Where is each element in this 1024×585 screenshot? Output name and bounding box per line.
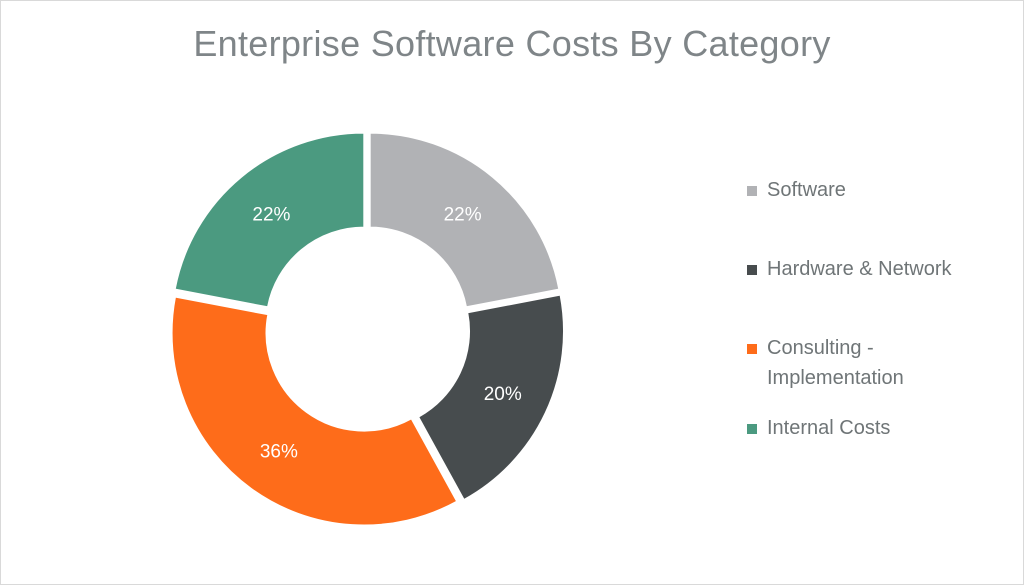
slice-internal-costs: 22% (174, 132, 365, 308)
data-label-internal-costs: 22% (252, 204, 290, 225)
data-label-hardware-network: 20% (484, 384, 522, 405)
slice-hardware-network-arc (418, 294, 565, 501)
legend-label-software: Software (767, 179, 846, 201)
slice-software-arc (369, 132, 560, 308)
slice-software: 22% (369, 132, 560, 308)
legend-swatch-consulting-implementation (747, 344, 757, 354)
slice-hardware-network: 20% (418, 294, 565, 501)
legend-swatch-software (747, 186, 757, 196)
legend-item-internal-costs: Internal Costs (747, 417, 1007, 443)
data-label-software: 22% (444, 204, 482, 225)
legend-label-hardware-network: Hardware & Network (767, 258, 952, 280)
legend-label-consulting-implementation: Consulting - Implementation (767, 337, 904, 389)
legend-item-hardware-network: Hardware & Network (747, 258, 1007, 284)
legend-swatch-internal-costs (747, 424, 757, 434)
slice-consulting-implementation: 36% (171, 296, 458, 526)
slice-internal-costs-arc (174, 132, 365, 308)
legend-swatch-hardware-network (747, 265, 757, 275)
legend-item-consulting-implementation: Consulting - Implementation (747, 337, 1007, 393)
slice-consulting-implementation-arc (171, 296, 458, 526)
legend-item-software: Software (747, 179, 1007, 205)
legend-label-internal-costs: Internal Costs (767, 417, 891, 439)
data-label-consulting-implementation: 36% (260, 441, 298, 462)
chart-title: Enterprise Software Costs By Category (193, 23, 831, 64)
